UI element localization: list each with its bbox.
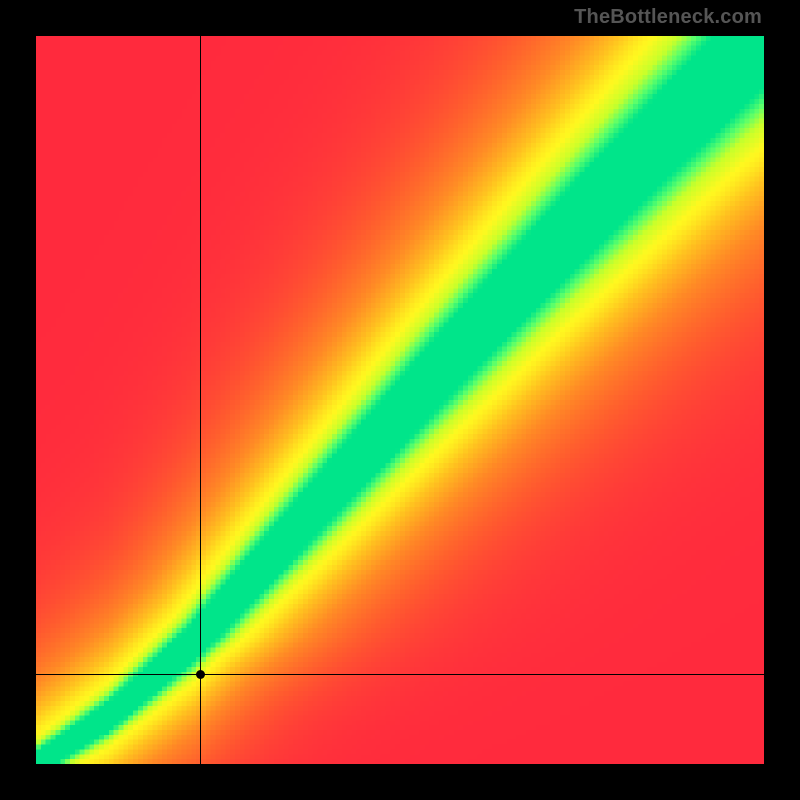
marker-crosshair-horizontal xyxy=(36,674,764,675)
heatmap-plot-area xyxy=(36,36,764,764)
watermark-text: TheBottleneck.com xyxy=(574,6,762,29)
bottleneck-heatmap xyxy=(36,36,764,764)
marker-dot xyxy=(196,670,205,679)
marker-crosshair-vertical xyxy=(200,36,201,764)
